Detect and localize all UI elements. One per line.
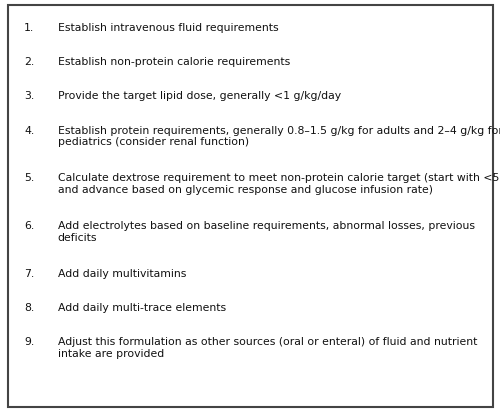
Text: 1.: 1. xyxy=(24,23,34,33)
Text: 2.: 2. xyxy=(24,57,34,67)
Text: Establish protein requirements, generally 0.8–1.5 g/kg for adults and 2–4 g/kg f: Establish protein requirements, generall… xyxy=(58,126,500,147)
Text: Add daily multivitamins: Add daily multivitamins xyxy=(58,268,186,278)
Text: Adjust this formulation as other sources (oral or enteral) of fluid and nutrient: Adjust this formulation as other sources… xyxy=(58,337,477,358)
Text: Establish non-protein calorie requirements: Establish non-protein calorie requiremen… xyxy=(58,57,290,67)
Text: 4.: 4. xyxy=(24,126,34,135)
Text: Add daily multi-trace elements: Add daily multi-trace elements xyxy=(58,302,226,312)
Text: Add electrolytes based on baseline requirements, abnormal losses, previous
defic: Add electrolytes based on baseline requi… xyxy=(58,221,474,242)
Text: 3.: 3. xyxy=(24,91,34,101)
Text: Establish intravenous fluid requirements: Establish intravenous fluid requirements xyxy=(58,23,278,33)
Text: 5.: 5. xyxy=(24,173,34,183)
Text: Calculate dextrose requirement to meet non-protein calorie target (start with <5: Calculate dextrose requirement to meet n… xyxy=(58,173,500,195)
Text: Provide the target lipid dose, generally <1 g/kg/day: Provide the target lipid dose, generally… xyxy=(58,91,341,101)
Text: 8.: 8. xyxy=(24,302,34,312)
FancyBboxPatch shape xyxy=(8,6,492,407)
Text: 9.: 9. xyxy=(24,337,34,347)
Text: 6.: 6. xyxy=(24,221,34,230)
Text: 7.: 7. xyxy=(24,268,34,278)
